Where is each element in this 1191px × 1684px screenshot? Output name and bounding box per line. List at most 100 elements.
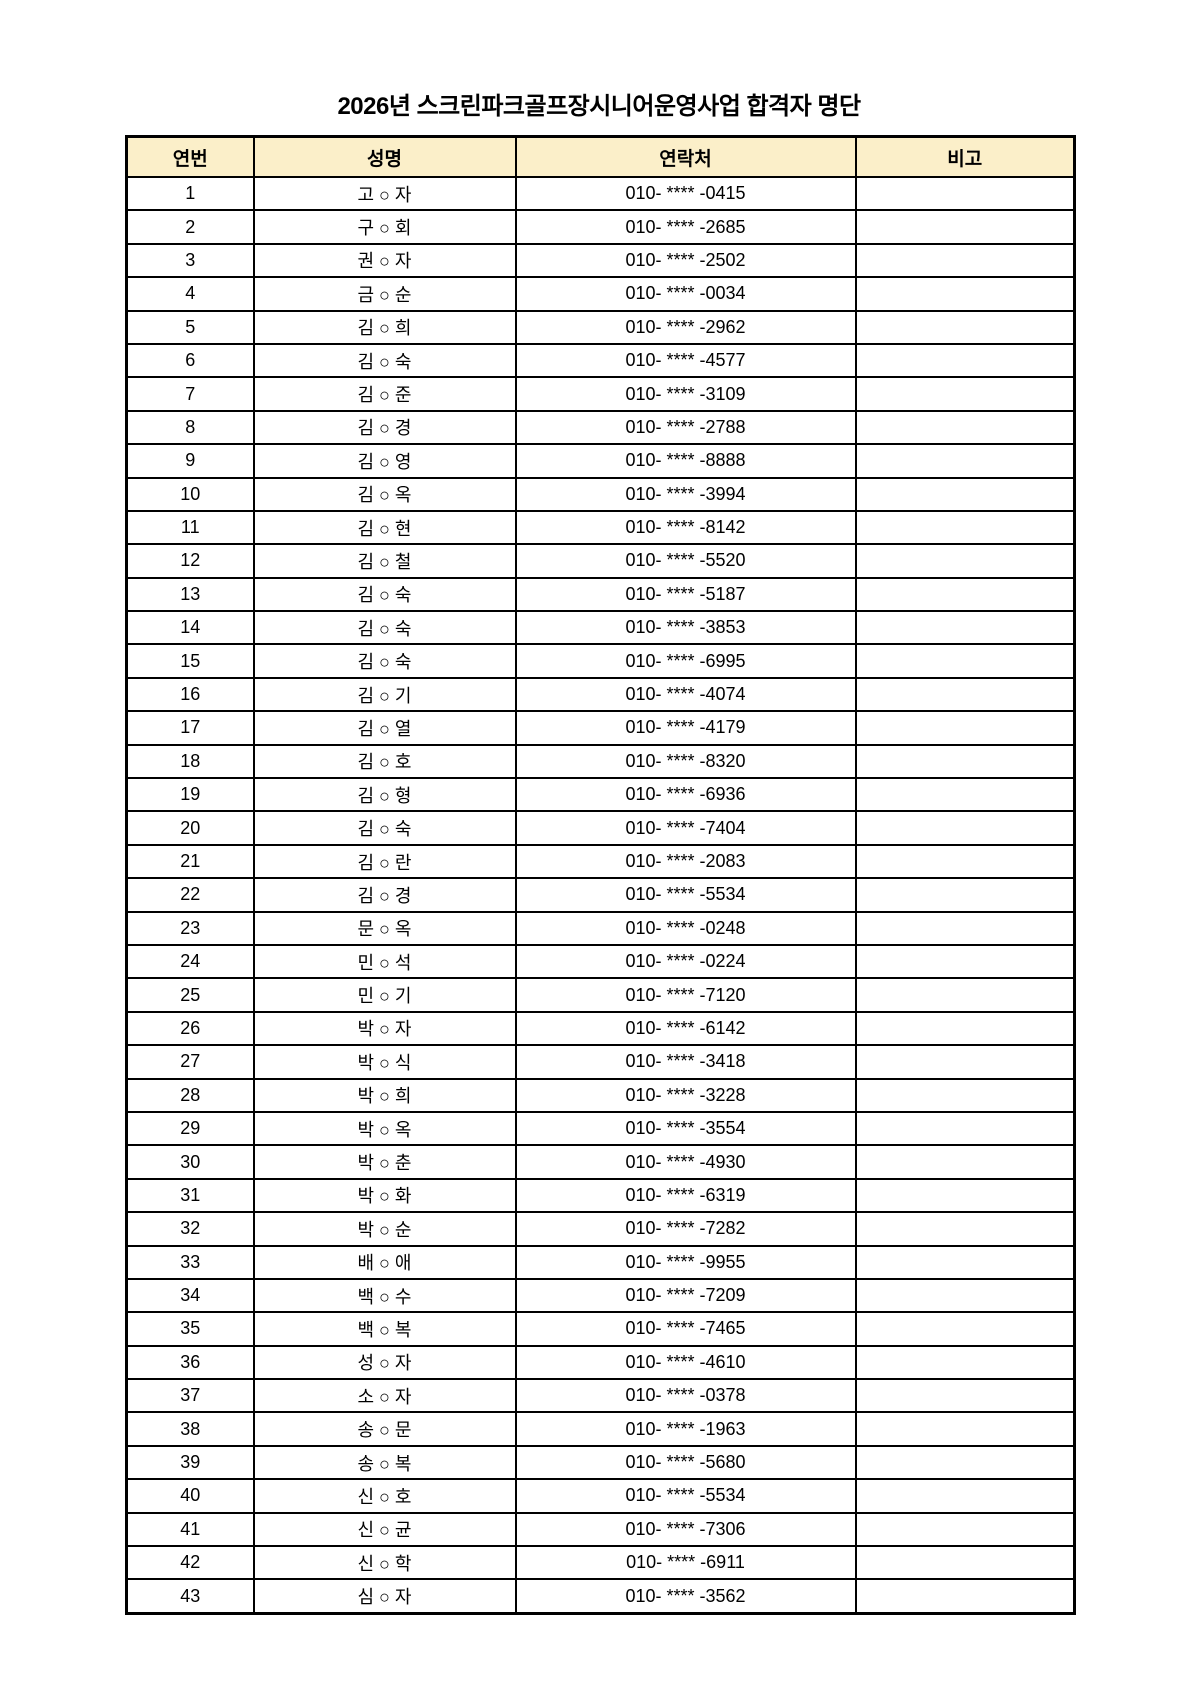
name-cell: 민 ○ 석 <box>252 943 517 980</box>
note-cell <box>854 1277 1076 1314</box>
note-cell <box>854 1378 1076 1414</box>
note-cell <box>854 1044 1076 1080</box>
table-row: 41 신 ○ 균 010- **** -7306 <box>125 1511 1076 1548</box>
row-number-cell: 40 <box>125 1478 255 1514</box>
table-row: 42 신 ○ 학 010- **** -6911 <box>125 1545 1076 1581</box>
table-row: 31 박 ○ 화 010- **** -6319 <box>125 1177 1076 1214</box>
contact-cell: 010- **** -2685 <box>514 209 857 245</box>
note-cell <box>854 1578 1076 1615</box>
table-row: 33 배 ○ 애 010- **** -9955 <box>125 1244 1076 1280</box>
name-cell: 김 ○ 숙 <box>252 810 517 846</box>
note-cell <box>854 1311 1076 1347</box>
table-row: 34 백 ○ 수 010- **** -7209 <box>125 1277 1076 1314</box>
row-number-cell: 17 <box>125 710 255 746</box>
row-number-cell: 25 <box>125 977 255 1013</box>
row-number-cell: 13 <box>125 576 255 613</box>
name-cell: 박 ○ 화 <box>252 1177 517 1214</box>
name-cell: 백 ○ 수 <box>252 1277 517 1314</box>
name-cell: 소 ○ 자 <box>252 1378 517 1414</box>
name-cell: 김 ○ 형 <box>252 777 517 813</box>
contact-cell: 010- **** -2083 <box>514 843 857 880</box>
row-number-cell: 4 <box>125 276 255 312</box>
note-cell <box>854 175 1076 212</box>
row-number-cell: 36 <box>125 1344 255 1381</box>
contact-cell: 010- **** -7282 <box>514 1211 857 1247</box>
row-number-cell: 10 <box>125 476 255 512</box>
contact-cell: 010- **** -2788 <box>514 409 857 446</box>
contact-cell: 010- **** -0248 <box>514 910 857 946</box>
name-cell: 신 ○ 호 <box>252 1478 517 1514</box>
contact-cell: 010- **** -9955 <box>514 1244 857 1280</box>
table-row: 32 박 ○ 순 010- **** -7282 <box>125 1211 1076 1247</box>
name-cell: 김 ○ 숙 <box>252 576 517 613</box>
name-cell: 박 ○ 춘 <box>252 1144 517 1180</box>
contact-cell: 010- **** -6319 <box>514 1177 857 1214</box>
row-number-cell: 18 <box>125 743 255 780</box>
col-header-name: 성명 <box>252 135 517 178</box>
row-number-cell: 16 <box>125 676 255 713</box>
note-cell <box>854 877 1076 913</box>
row-number-cell: 24 <box>125 943 255 980</box>
name-cell: 금 ○ 순 <box>252 276 517 312</box>
name-cell: 송 ○ 복 <box>252 1444 517 1481</box>
table-row: 16 김 ○ 기 010- **** -4074 <box>125 676 1076 713</box>
contact-cell: 010- **** -0224 <box>514 943 857 980</box>
name-cell: 신 ○ 균 <box>252 1511 517 1548</box>
table-row: 30 박 ○ 춘 010- **** -4930 <box>125 1144 1076 1180</box>
name-cell: 송 ○ 문 <box>252 1411 517 1447</box>
note-cell <box>854 1110 1076 1147</box>
table-row: 17 김 ○ 열 010- **** -4179 <box>125 710 1076 746</box>
contact-cell: 010- **** -8142 <box>514 509 857 546</box>
contact-cell: 010- **** -8888 <box>514 443 857 479</box>
contact-cell: 010- **** -6936 <box>514 777 857 813</box>
row-number-cell: 42 <box>125 1545 255 1581</box>
table-row: 37 소 ○ 자 010- **** -0378 <box>125 1378 1076 1414</box>
name-cell: 권 ○ 자 <box>252 242 517 279</box>
note-cell <box>854 242 1076 279</box>
row-number-cell: 29 <box>125 1110 255 1147</box>
row-number-cell: 3 <box>125 242 255 279</box>
contact-cell: 010- **** -0034 <box>514 276 857 312</box>
note-cell <box>854 342 1076 379</box>
row-number-cell: 1 <box>125 175 255 212</box>
name-cell: 김 ○ 열 <box>252 710 517 746</box>
name-cell: 배 ○ 애 <box>252 1244 517 1280</box>
contact-cell: 010- **** -4930 <box>514 1144 857 1180</box>
contact-cell: 010- **** -5520 <box>514 543 857 579</box>
name-cell: 김 ○ 숙 <box>252 643 517 679</box>
contact-cell: 010- **** -6911 <box>514 1545 857 1581</box>
contact-cell: 010- **** -7209 <box>514 1277 857 1314</box>
row-number-cell: 12 <box>125 543 255 579</box>
header-row: 연번 성명 연락처 비고 <box>125 135 1076 178</box>
contact-cell: 010- **** -5534 <box>514 1478 857 1514</box>
table-row: 40 신 ○ 호 010- **** -5534 <box>125 1478 1076 1514</box>
row-number-cell: 43 <box>125 1578 255 1615</box>
note-cell <box>854 1144 1076 1180</box>
row-number-cell: 6 <box>125 342 255 379</box>
row-number-cell: 20 <box>125 810 255 846</box>
name-cell: 김 ○ 경 <box>252 877 517 913</box>
name-cell: 김 ○ 호 <box>252 743 517 780</box>
note-cell <box>854 610 1076 646</box>
table-row: 36 성 ○ 자 010- **** -4610 <box>125 1344 1076 1381</box>
name-cell: 김 ○ 경 <box>252 409 517 446</box>
page-title: 2026년 스크린파크골프장시니어운영사업 합격자 명단 <box>337 93 861 120</box>
contact-cell: 010- **** -4179 <box>514 710 857 746</box>
contact-cell: 010- **** -3994 <box>514 476 857 512</box>
name-cell: 김 ○ 철 <box>252 543 517 579</box>
col-header-contact: 연락처 <box>514 135 857 178</box>
note-cell <box>854 576 1076 613</box>
note-cell <box>854 1177 1076 1214</box>
table-row: 39 송 ○ 복 010- **** -5680 <box>125 1444 1076 1481</box>
table-row: 18 김 ○ 호 010- **** -8320 <box>125 743 1076 780</box>
note-cell <box>854 710 1076 746</box>
row-number-cell: 38 <box>125 1411 255 1447</box>
note-cell <box>854 910 1076 946</box>
